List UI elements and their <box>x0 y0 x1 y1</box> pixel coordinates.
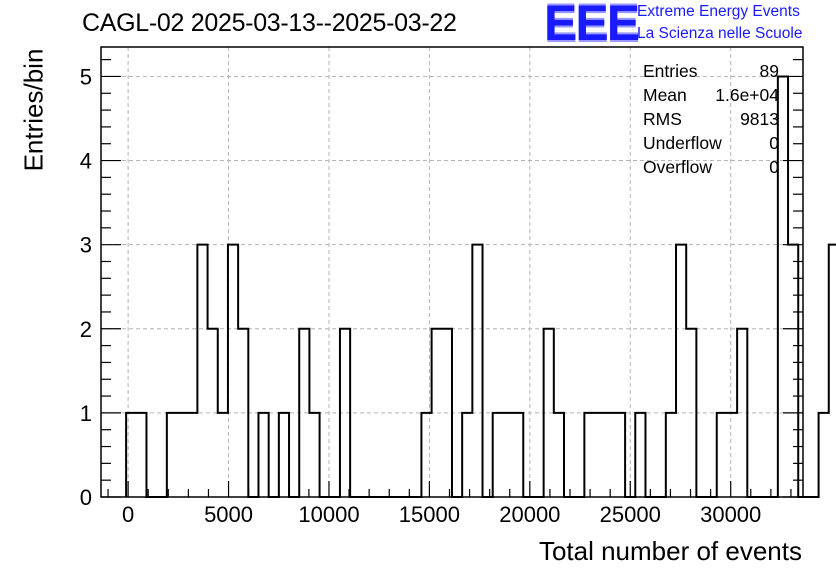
y-tick-label: 5 <box>80 64 92 89</box>
logo-line-1: Extreme Energy Events <box>637 3 800 20</box>
x-tick-label: 20000 <box>499 502 560 527</box>
stat-value: 1.6e+04 <box>715 85 779 105</box>
stat-row-underflow: Underflow 0 <box>643 131 779 155</box>
plot-frame <box>100 46 804 498</box>
x-axis-label: Total number of events <box>538 536 802 566</box>
x-tick-label: 10000 <box>298 502 359 527</box>
eee-logo: EEE <box>544 0 640 51</box>
stat-value: 9813 <box>740 109 779 129</box>
stat-value: 89 <box>759 61 779 81</box>
y-axis-label: Entries/bin <box>18 48 49 172</box>
stat-label: Overflow <box>643 157 713 177</box>
stat-row-overflow: Overflow 0 <box>643 155 779 179</box>
y-tick-label: 1 <box>80 401 92 426</box>
x-tick-label: 25000 <box>600 502 661 527</box>
histogram-line <box>125 75 836 498</box>
stat-label: RMS <box>643 109 682 129</box>
x-tick-label: 0 <box>122 502 134 527</box>
stat-value: 0 <box>769 157 779 177</box>
stats-box: Entries 89 Mean 1.6e+04 RMS 9813 Underfl… <box>643 59 779 179</box>
stat-label: Underflow <box>643 133 722 153</box>
x-tick-label: 30000 <box>700 502 761 527</box>
x-tick-label: 5000 <box>204 502 253 527</box>
chart-title: CAGL-02 2025-03-13--2025-03-22 <box>82 9 457 37</box>
x-tick-label: 15000 <box>399 502 460 527</box>
y-tick-label: 2 <box>80 317 92 342</box>
y-tick-label: 0 <box>80 485 92 510</box>
stat-value: 0 <box>769 133 779 153</box>
stat-row-mean: Mean 1.6e+04 <box>643 83 779 107</box>
stat-row-rms: RMS 9813 <box>643 107 779 131</box>
stat-label: Mean <box>643 85 687 105</box>
stat-label: Entries <box>643 61 698 81</box>
logo-line-2: La Scienza nelle Scuole <box>637 25 803 42</box>
stat-row-entries: Entries 89 <box>643 59 779 83</box>
y-tick-label: 4 <box>80 149 92 174</box>
y-tick-label: 3 <box>80 233 92 258</box>
